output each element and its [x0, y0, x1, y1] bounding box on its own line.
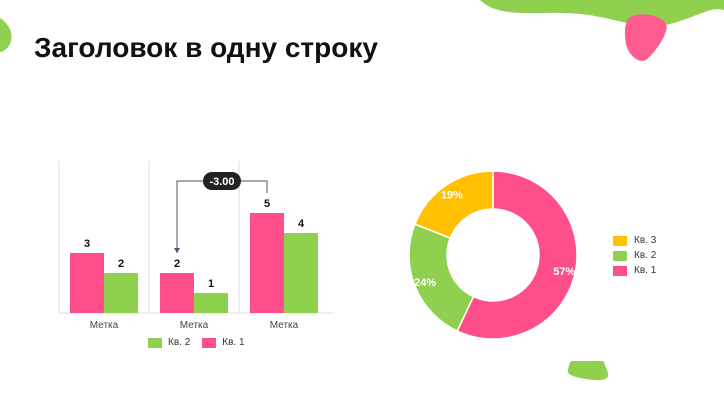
- donut-chart-card: Lorem ipsum is simply dummy text of the …: [364, 93, 688, 372]
- bar: [284, 233, 318, 313]
- donut-legend-item: Кв. 2: [613, 250, 656, 261]
- bar-value-label: 2: [118, 258, 124, 270]
- bar-value-label: 2: [174, 258, 180, 270]
- bar-value-label: 1: [208, 278, 214, 290]
- x-tick-label: Метка: [180, 320, 209, 331]
- donut-slice: [456, 170, 578, 340]
- legend-swatch-yellow: [613, 235, 627, 246]
- bar: [70, 253, 104, 313]
- annotation-badge-text: -3.00: [209, 176, 234, 188]
- donut-slice-label: 19%: [441, 190, 463, 202]
- legend-swatch-green: [148, 337, 162, 348]
- donut-legend: Кв. 3 Кв. 2 Кв. 1: [613, 235, 656, 276]
- annotation-arrowhead: [174, 248, 180, 253]
- bar: [250, 213, 284, 313]
- donut-legend-item: Кв. 1: [613, 265, 656, 276]
- donut-legend-label-kv3: Кв. 3: [634, 235, 657, 246]
- pink-triangle-decor: [624, 14, 667, 61]
- donut-slice: [413, 170, 494, 240]
- bar: [194, 293, 228, 313]
- bar-value-label: 4: [298, 218, 305, 230]
- green-blob-top-right: [480, 0, 724, 27]
- donut-legend-item: Кв. 3: [613, 235, 656, 246]
- bar-chart: 3 2 Метка 2 1 Метка 5 4 Метка -3.00: [58, 161, 333, 331]
- bar-card-caption: Lorem ipsum is simply dummy text of the …: [52, 108, 288, 142]
- annotation-badge: [203, 172, 241, 190]
- x-tick-label: Метка: [90, 320, 119, 331]
- donut-legend-label-kv1: Кв. 1: [634, 265, 657, 276]
- bar-value-label: 5: [264, 198, 270, 210]
- bar: [160, 273, 194, 313]
- x-tick-label: Метка: [270, 320, 299, 331]
- legend-swatch-pink: [202, 337, 217, 348]
- donut-card-caption: Lorem ipsum is simply dummy text of the …: [383, 108, 619, 142]
- green-blob-left: [0, 18, 12, 52]
- bar: [104, 273, 138, 313]
- donut-chart: 57% 24% 19%: [408, 170, 578, 340]
- donut-slice-label: 57%: [553, 266, 575, 278]
- legend-swatch-pink: [613, 265, 627, 276]
- bar-value-label: 3: [84, 238, 90, 250]
- bar-legend: Кв. 2 Кв. 1: [148, 337, 245, 348]
- bar-legend-label-kv2: Кв. 2: [168, 337, 191, 348]
- legend-swatch-green: [613, 250, 627, 261]
- donut-legend-label-kv2: Кв. 2: [634, 250, 657, 261]
- donut-chart-panel: 57% 24% 19% Кв. 3 Кв. 2 Кв. 1: [377, 153, 675, 361]
- page-title: Заголовок в одну строку: [34, 32, 378, 63]
- bar-chart-panel: 3 2 Метка 2 1 Метка 5 4 Метка -3.00 Кв. 2 Кв. 1: [46, 153, 344, 361]
- donut-slice-label: 24%: [414, 277, 436, 289]
- bar-chart-card: Lorem ipsum is simply dummy text of the …: [33, 93, 357, 372]
- bar-legend-label-kv1: Кв. 1: [222, 337, 245, 348]
